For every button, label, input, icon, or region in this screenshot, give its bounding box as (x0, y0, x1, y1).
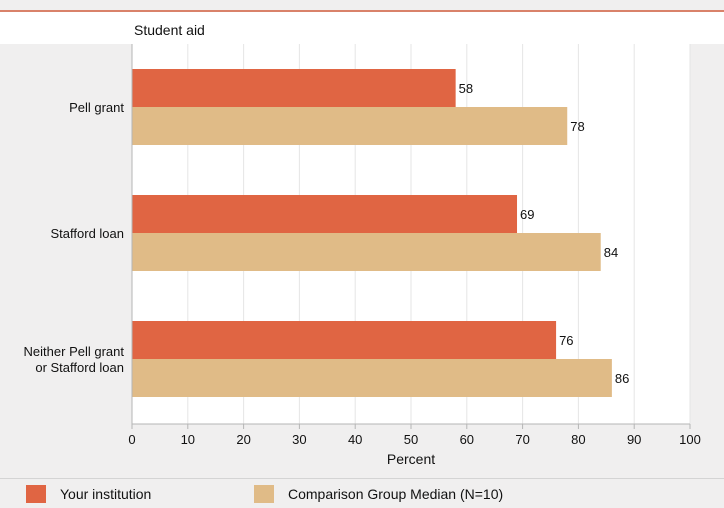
title-panel (0, 12, 724, 44)
data-label-comparison: 78 (570, 119, 584, 134)
x-tick-label: 100 (679, 432, 701, 447)
bar-comparison (132, 107, 568, 145)
legend-swatch-comparison (254, 485, 274, 503)
x-tick-label: 90 (627, 432, 641, 447)
legend-item-comparison: Comparison Group Median (N=10) (254, 485, 503, 503)
category-label: or Stafford loan (35, 360, 124, 375)
bar-institution (132, 321, 557, 359)
x-tick-label: 60 (460, 432, 474, 447)
data-label-comparison: 86 (615, 371, 629, 386)
bar-chart: Student aid 58 78 Pell grant 69 84 Stafford lo… (0, 12, 724, 479)
x-tick-label: 50 (404, 432, 418, 447)
data-label-comparison: 84 (604, 245, 618, 260)
legend: Your institution Comparison Group Median… (0, 482, 724, 508)
x-tick-label: 20 (236, 432, 250, 447)
x-tick-label: 80 (571, 432, 585, 447)
bar-comparison (132, 359, 612, 397)
category-label: Pell grant (69, 100, 124, 115)
top-rule (0, 10, 724, 12)
x-tick-label: 70 (515, 432, 529, 447)
data-label-institution: 58 (459, 81, 473, 96)
chart-title: Student aid (134, 22, 205, 38)
x-tick-label: 0 (128, 432, 135, 447)
data-label-institution: 69 (520, 207, 534, 222)
x-tick-label: 10 (181, 432, 195, 447)
category-label: Neither Pell grant (24, 344, 125, 359)
x-axis-label: Percent (387, 451, 435, 467)
legend-item-institution: Your institution (26, 485, 151, 503)
bar-comparison (132, 233, 601, 271)
data-label-institution: 76 (559, 333, 573, 348)
bar-institution (132, 69, 456, 107)
legend-label-comparison: Comparison Group Median (N=10) (288, 486, 504, 502)
legend-swatch-institution (26, 485, 46, 503)
category-label: Stafford loan (51, 226, 124, 241)
x-tick-label: 40 (348, 432, 362, 447)
bar-institution (132, 195, 518, 233)
x-tick-label: 30 (292, 432, 306, 447)
legend-label-institution: Your institution (60, 486, 152, 502)
